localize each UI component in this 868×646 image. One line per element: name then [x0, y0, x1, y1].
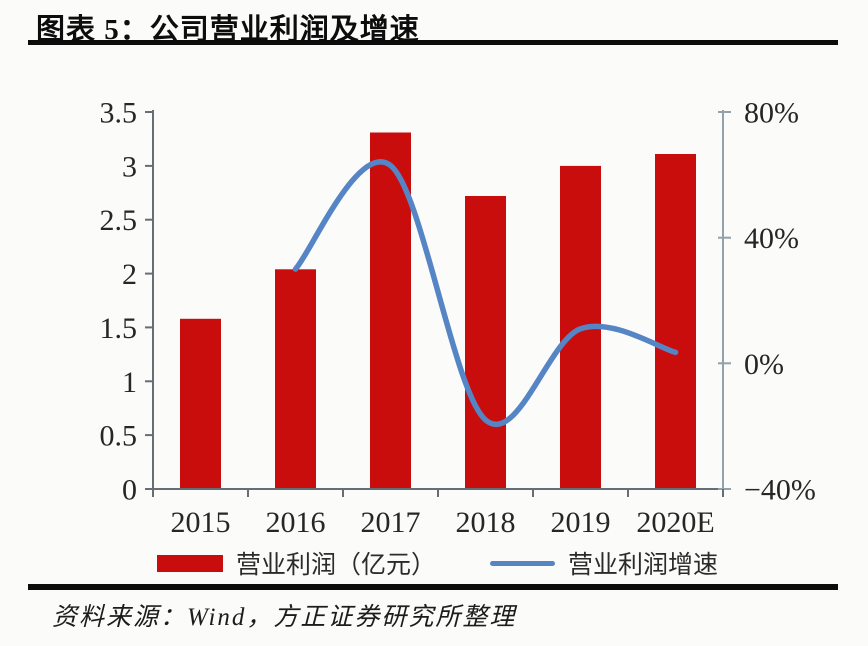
left-axis-tick-label: 1: [122, 366, 137, 399]
growth-rate-line: [292, 159, 679, 427]
x-axis-label-2018: 2018: [456, 506, 516, 539]
right-axis-tick-label: 40%: [744, 222, 799, 255]
x-axis-label-2020E: 2020E: [636, 506, 714, 539]
bar-2018: [465, 196, 506, 489]
x-axis-label-2019: 2019: [551, 506, 611, 539]
x-axis-label-2016: 2016: [266, 506, 326, 539]
legend-label-operating-profit: 营业利润（亿元）: [236, 552, 437, 579]
left-axis-tick-label: 2.5: [100, 204, 138, 237]
left-axis-tick-label: 2: [122, 258, 137, 291]
right-axis-tick-label: 80%: [744, 97, 799, 130]
bar-series-swatch-icon: [157, 554, 223, 572]
right-axis-tick-label: 0%: [744, 348, 784, 381]
bar-2016: [275, 269, 316, 489]
legend-label-growth-rate: 营业利润增速: [568, 552, 719, 579]
left-axis-tick-label: 0.5: [100, 420, 138, 453]
left-axis-tick-label: 3: [122, 150, 137, 183]
data-source-note: 资料来源：Wind，方正证券研究所整理: [52, 604, 517, 631]
x-axis-label-2017: 2017: [361, 506, 421, 539]
right-axis-tick-label: −40%: [744, 474, 816, 507]
x-axis-label-2015: 2015: [171, 506, 231, 539]
left-axis-tick-label: 0: [122, 474, 137, 507]
line-series-swatch-icon: [490, 560, 555, 566]
footer-divider: [28, 584, 838, 590]
legend-item-growth-rate: 营业利润增速: [490, 547, 718, 579]
title-underline: [28, 40, 838, 45]
left-axis-tick-label: 1.5: [100, 312, 138, 345]
legend-item-operating-profit: 营业利润（亿元）: [157, 547, 436, 579]
left-axis-tick-label: 3.5: [100, 97, 138, 130]
bar-2015: [180, 318, 221, 489]
bar-2020E: [655, 154, 696, 489]
